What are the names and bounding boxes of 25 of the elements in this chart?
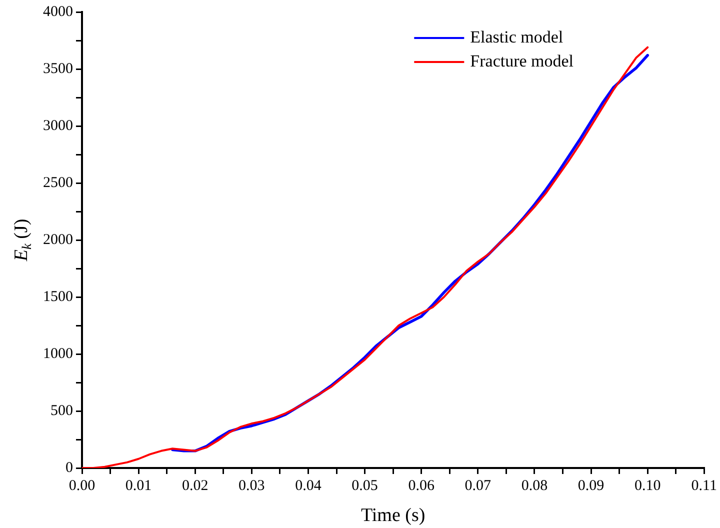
y-tick-label: 3500 — [43, 60, 73, 77]
x-tick-label: 0.00 — [68, 478, 96, 494]
x-tick-label: 0.09 — [578, 478, 604, 494]
y-tick-label: 4000 — [43, 4, 73, 20]
x-tick-label: 0.01 — [125, 478, 152, 494]
x-tick-label: 0.06 — [408, 478, 435, 494]
legend-label: Elastic model — [470, 27, 564, 46]
x-tick-label: 0.05 — [352, 478, 378, 494]
x-tick-label: 0.07 — [464, 478, 492, 494]
x-tick-label: 0.04 — [295, 478, 322, 494]
y-tick-label: 2000 — [43, 232, 73, 248]
y-axis-title: Ek (J) — [10, 218, 34, 262]
y-tick-label: 1500 — [43, 288, 73, 305]
x-tick-label: 0.03 — [238, 478, 265, 494]
x-tick-label: 0.10 — [634, 478, 661, 494]
y-tick-label: 1000 — [43, 346, 73, 362]
x-tick-label: 0.02 — [182, 478, 208, 494]
y-tick-label: 500 — [50, 402, 73, 419]
x-axis-title: Time (s) — [360, 504, 426, 526]
legend-label: Fracture model — [470, 51, 574, 70]
y-tick-label: 3000 — [43, 118, 73, 134]
y-tick-label: 0 — [66, 460, 73, 476]
y-tick-label: 2500 — [43, 174, 73, 191]
x-tick-label: 0.08 — [521, 478, 548, 494]
x-tick-label: 0.11 — [691, 478, 718, 494]
